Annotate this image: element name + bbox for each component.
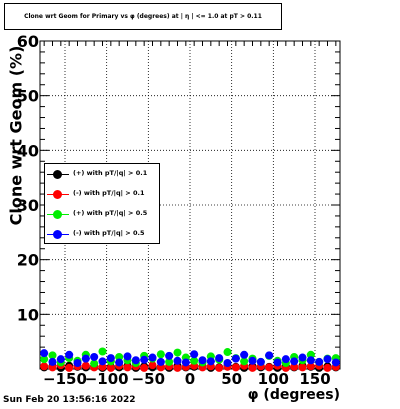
data-point-series-3 bbox=[224, 359, 232, 367]
data-point-series-3 bbox=[249, 357, 257, 365]
data-point-series-3 bbox=[190, 350, 198, 358]
data-point-series-3 bbox=[174, 357, 182, 365]
data-point-series-2 bbox=[224, 348, 232, 356]
chart-title: Clone wrt Geom for Primary vs φ (degrees… bbox=[5, 4, 281, 29]
x-tick-label: 50 bbox=[221, 370, 242, 388]
data-point-series-3 bbox=[182, 358, 190, 366]
legend-label-2: (+) with pT/|q| > 0.5 bbox=[73, 209, 147, 217]
data-point-series-3 bbox=[57, 355, 65, 363]
data-point-series-3 bbox=[82, 355, 90, 363]
data-point-series-3 bbox=[274, 358, 282, 366]
data-point-series-3 bbox=[49, 358, 57, 366]
data-point-series-1 bbox=[299, 363, 307, 371]
datestamp: Sun Feb 20 13:56:16 2022 bbox=[3, 395, 136, 405]
legend-marker-3 bbox=[53, 230, 62, 239]
data-point-series-3 bbox=[65, 351, 73, 359]
data-point-series-1 bbox=[124, 363, 132, 371]
data-point-series-3 bbox=[290, 357, 298, 365]
data-point-series-3 bbox=[99, 357, 107, 365]
data-point-series-3 bbox=[140, 356, 148, 364]
legend-label-1: (-) with pT/|q| > 0.1 bbox=[73, 189, 144, 197]
x-tick-label: −150 bbox=[43, 370, 87, 388]
data-point-series-3 bbox=[40, 349, 48, 357]
title-box: Clone wrt Geom for Primary vs φ (degrees… bbox=[4, 3, 282, 30]
legend-marker-1 bbox=[53, 190, 62, 199]
legend-marker-0 bbox=[53, 170, 62, 179]
data-point-series-3 bbox=[282, 355, 290, 363]
legend-entry-1: (-) with pT/|q| > 0.1 bbox=[45, 185, 159, 205]
legend-entry-2: (+) with pT/|q| > 0.5 bbox=[45, 205, 159, 225]
data-point-series-3 bbox=[157, 358, 165, 366]
data-point-series-3 bbox=[332, 358, 340, 366]
legend-label-0: (+) with pT/|q| > 0.1 bbox=[73, 169, 147, 177]
data-point-series-3 bbox=[265, 351, 273, 359]
data-point-series-2 bbox=[99, 348, 107, 356]
x-axis-label: φ (degrees) bbox=[248, 387, 340, 403]
data-point-series-1 bbox=[249, 364, 257, 372]
x-tick-label: −50 bbox=[132, 370, 165, 388]
data-point-series-3 bbox=[132, 356, 140, 364]
data-point-series-3 bbox=[115, 358, 123, 366]
data-point-series-1 bbox=[174, 364, 182, 372]
data-point-series-3 bbox=[124, 352, 132, 360]
data-point-series-3 bbox=[232, 355, 240, 363]
legend-entry-3: (-) with pT/|q| > 0.5 bbox=[45, 225, 159, 245]
data-point-series-3 bbox=[199, 356, 207, 364]
data-point-series-3 bbox=[74, 359, 82, 367]
data-point-series-2 bbox=[174, 349, 182, 357]
data-point-series-1 bbox=[82, 362, 90, 370]
data-point-series-1 bbox=[232, 363, 240, 371]
data-point-series-3 bbox=[107, 354, 115, 362]
legend-marker-2 bbox=[53, 210, 62, 219]
data-point-series-1 bbox=[324, 364, 332, 372]
legend: (+) with pT/|q| > 0.1 (-) with pT/|q| > … bbox=[44, 163, 160, 244]
data-point-series-3 bbox=[299, 354, 307, 362]
data-point-series-1 bbox=[215, 364, 223, 372]
legend-label-3: (-) with pT/|q| > 0.5 bbox=[73, 229, 144, 237]
data-point-series-3 bbox=[315, 358, 323, 366]
data-point-series-1 bbox=[140, 364, 148, 372]
data-point-series-3 bbox=[324, 355, 332, 363]
y-tick-label: 10 bbox=[17, 305, 39, 324]
data-point-series-3 bbox=[165, 352, 173, 360]
y-axis-label-text: Clone wrt Geom (%) bbox=[7, 46, 26, 226]
data-point-series-3 bbox=[90, 353, 98, 361]
data-point-series-3 bbox=[215, 354, 223, 362]
data-point-series-3 bbox=[257, 358, 265, 366]
x-tick-label: 100 bbox=[258, 370, 289, 388]
data-point-series-3 bbox=[240, 351, 248, 359]
x-tick-label: 150 bbox=[299, 370, 330, 388]
data-point-series-1 bbox=[65, 364, 73, 372]
y-tick-label: 20 bbox=[17, 251, 39, 270]
data-point-series-1 bbox=[265, 363, 273, 371]
legend-entry-0: (+) with pT/|q| > 0.1 bbox=[45, 165, 159, 185]
data-point-series-3 bbox=[149, 354, 157, 362]
data-point-series-3 bbox=[307, 356, 315, 364]
data-point-series-1 bbox=[40, 362, 48, 370]
data-point-series-3 bbox=[207, 357, 215, 365]
x-tick-label: −100 bbox=[85, 370, 129, 388]
data-point-series-2 bbox=[157, 350, 165, 358]
x-tick-label: 0 bbox=[185, 370, 195, 388]
